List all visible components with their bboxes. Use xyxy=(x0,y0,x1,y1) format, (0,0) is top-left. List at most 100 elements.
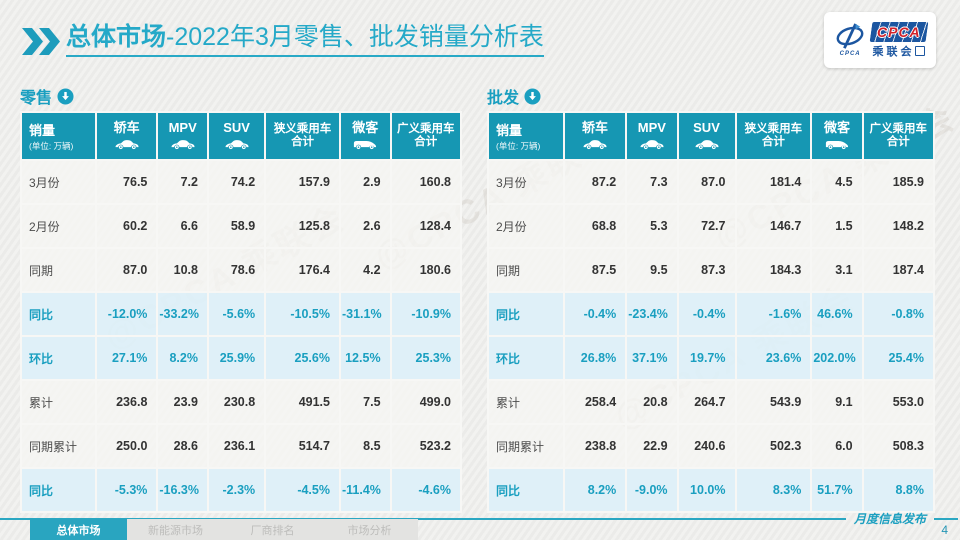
value-cell: -33.2% xyxy=(156,291,209,337)
value-cell: 8.3% xyxy=(734,467,813,513)
row-label: 同期 xyxy=(487,247,565,293)
value-cell: 128.4 xyxy=(389,203,463,249)
value-cell: 230.8 xyxy=(206,379,267,425)
retail-section-label: 零售 xyxy=(20,90,53,107)
table-row: 环比 26.8% 37.1% 19.7% 23.6% 202.0% 25.4% xyxy=(487,335,936,381)
column-header-van: 微客 xyxy=(810,111,864,161)
row-label: 同比 xyxy=(487,291,565,337)
value-cell: -9.0% xyxy=(625,467,679,513)
value-cell: -0.8% xyxy=(861,291,936,337)
value-cell: 58.9 xyxy=(206,203,267,249)
value-cell: -23.4% xyxy=(625,291,679,337)
value-cell: 8.2% xyxy=(156,335,209,381)
retail-table-body: 3月份 76.5 7.2 74.2 157.9 2.9 160.8 2月份 60.2 6.6 58.… xyxy=(20,159,463,513)
value-cell: 240.6 xyxy=(676,423,737,469)
value-cell: 25.6% xyxy=(264,335,341,381)
circle-down-arrow-icon xyxy=(57,87,74,105)
value-cell: 258.4 xyxy=(562,379,628,425)
value-cell: -10.5% xyxy=(264,291,341,337)
value-cell: 238.8 xyxy=(562,423,628,469)
value-cell: 72.7 xyxy=(676,203,737,249)
value-cell: 187.4 xyxy=(861,247,936,293)
value-cell: 10.0% xyxy=(676,467,737,513)
row-label: 同期 xyxy=(20,247,97,293)
value-cell: 181.4 xyxy=(734,159,813,205)
cpca-chinese-name: 乘联会 xyxy=(872,43,926,59)
table-row: 同期累计 250.0 28.6 236.1 514.7 8.5 523.2 xyxy=(20,423,463,469)
value-cell: 19.7% xyxy=(676,335,737,381)
value-cell: 20.8 xyxy=(625,379,679,425)
mpv-icon xyxy=(640,140,664,150)
row-label: 环比 xyxy=(20,335,97,381)
table-row: 3月份 76.5 7.2 74.2 157.9 2.9 160.8 xyxy=(20,159,463,205)
row-label: 3月份 xyxy=(20,159,97,205)
value-cell: 184.3 xyxy=(734,247,813,293)
value-cell: 508.3 xyxy=(861,423,936,469)
cpca-logo: CPCA CPCA 乘联会 xyxy=(824,12,936,68)
value-cell: 23.6% xyxy=(734,335,813,381)
wholesale-header-row: 销量 (单位: 万辆) 轿车 MPV SUV 狭义乘用车 合计 微客 广义乘用车 合计 xyxy=(487,111,936,161)
value-cell: 76.5 xyxy=(94,159,159,205)
table-row: 同期累计 238.8 22.9 240.6 502.3 6.0 508.3 xyxy=(487,423,936,469)
value-cell: 2.6 xyxy=(338,203,392,249)
value-cell: 157.9 xyxy=(264,159,341,205)
value-cell: -10.9% xyxy=(389,291,463,337)
page-title-rest: -2022年3月零售、批发销量分析表 xyxy=(166,23,544,51)
value-cell: 1.5 xyxy=(810,203,864,249)
page-number: 4 xyxy=(941,523,948,537)
wholesale-table: 销量 (单位: 万辆) 轿车 MPV SUV 狭义乘用车 合计 微客 广义乘用车 合计 3… xyxy=(487,111,936,513)
value-cell: -4.6% xyxy=(389,467,463,513)
column-header-total: 狭义乘用车 合计 xyxy=(264,111,341,161)
suv-icon xyxy=(225,140,249,150)
value-cell: 5.3 xyxy=(625,203,679,249)
value-cell: 148.2 xyxy=(861,203,936,249)
value-cell: 543.9 xyxy=(734,379,813,425)
row-label: 同比 xyxy=(487,467,565,513)
value-cell: 6.0 xyxy=(810,423,864,469)
value-cell: 250.0 xyxy=(94,423,159,469)
sedan-icon xyxy=(115,140,139,150)
table-row: 同比 -12.0% -33.2% -5.6% -10.5% -31.1% -10.9% xyxy=(20,291,463,337)
value-cell: 6.6 xyxy=(156,203,209,249)
footer-tab-1[interactable]: 新能源市场 xyxy=(127,519,224,540)
divider-line xyxy=(934,518,958,520)
table-row: 同期 87.0 10.8 78.6 176.4 4.2 180.6 xyxy=(20,247,463,293)
table-row: 3月份 87.2 7.3 87.0 181.4 4.5 185.9 xyxy=(487,159,936,205)
footer-tab-2[interactable]: 厂商排名 xyxy=(224,519,321,540)
value-cell: -12.0% xyxy=(94,291,159,337)
footer-tab-0[interactable]: 总体市场 xyxy=(30,519,127,540)
cpca-emblem-icon xyxy=(836,23,864,49)
sales-unit-header: 销量 (单位: 万辆) xyxy=(487,111,565,161)
value-cell: 8.2% xyxy=(562,467,628,513)
value-cell: 125.8 xyxy=(264,203,341,249)
sales-unit-header: 销量 (单位: 万辆) xyxy=(20,111,97,161)
wholesale-table-body: 3月份 87.2 7.3 87.0 181.4 4.5 185.9 2月份 68.8 5.3 72.… xyxy=(487,159,936,513)
value-cell: -11.4% xyxy=(338,467,392,513)
table-row: 2月份 68.8 5.3 72.7 146.7 1.5 148.2 xyxy=(487,203,936,249)
row-label: 累计 xyxy=(20,379,97,425)
cpca-wordmark-band: CPCA xyxy=(869,21,929,42)
value-cell: 491.5 xyxy=(264,379,341,425)
value-cell: 87.5 xyxy=(562,247,628,293)
footer-divider: 月度信息发布 xyxy=(0,513,960,525)
retail-panel: 零售 销量 (单位: 万辆) 轿车 MPV SUV 狭义乘用车 合计 微客 广义乘用车合… xyxy=(20,84,463,513)
value-cell: -0.4% xyxy=(562,291,628,337)
value-cell: -31.1% xyxy=(338,291,392,337)
page-title-emphasis: 总体市场 xyxy=(66,23,167,51)
value-cell: 25.9% xyxy=(206,335,267,381)
footer-note: 月度信息发布 xyxy=(853,512,926,526)
value-cell: 87.0 xyxy=(676,159,737,205)
value-cell: 12.5% xyxy=(338,335,392,381)
footer-tab-3[interactable]: 市场分析 xyxy=(321,519,418,540)
divider-line xyxy=(0,518,846,520)
row-label: 累计 xyxy=(487,379,565,425)
value-cell: 523.2 xyxy=(389,423,463,469)
table-row: 环比 27.1% 8.2% 25.9% 25.6% 12.5% 25.3% xyxy=(20,335,463,381)
row-label: 2月份 xyxy=(20,203,97,249)
value-cell: 25.3% xyxy=(389,335,463,381)
value-cell: 87.0 xyxy=(94,247,159,293)
value-cell: -16.3% xyxy=(156,467,209,513)
cpca-wordmark: CPCA xyxy=(877,23,921,40)
value-cell: 2.9 xyxy=(338,159,392,205)
wholesale-section-label: 批发 xyxy=(487,90,520,107)
